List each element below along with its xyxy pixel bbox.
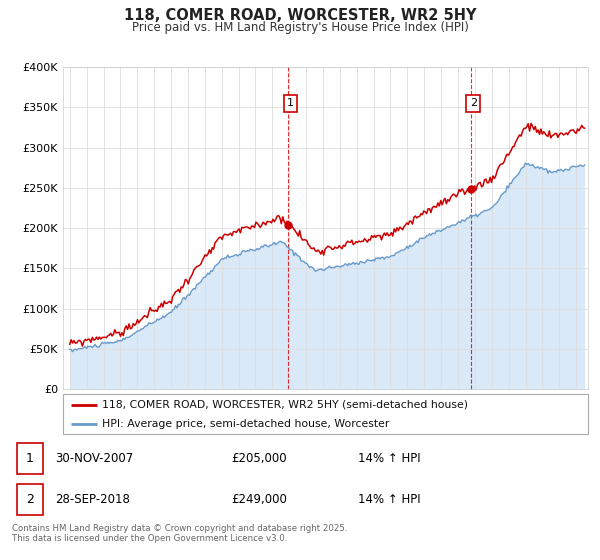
Text: 14% ↑ HPI: 14% ↑ HPI <box>358 493 420 506</box>
Text: 2: 2 <box>26 493 34 506</box>
Text: 28-SEP-2018: 28-SEP-2018 <box>55 493 130 506</box>
Text: HPI: Average price, semi-detached house, Worcester: HPI: Average price, semi-detached house,… <box>103 419 390 429</box>
Text: 1: 1 <box>26 452 34 465</box>
Text: Contains HM Land Registry data © Crown copyright and database right 2025.
This d: Contains HM Land Registry data © Crown c… <box>12 524 347 543</box>
Text: 1: 1 <box>287 99 294 109</box>
FancyBboxPatch shape <box>63 394 588 434</box>
FancyBboxPatch shape <box>17 444 43 474</box>
Text: 30-NOV-2007: 30-NOV-2007 <box>55 452 133 465</box>
Text: £249,000: £249,000 <box>231 493 287 506</box>
Text: £205,000: £205,000 <box>231 452 287 465</box>
Text: 2: 2 <box>470 99 477 109</box>
Text: 118, COMER ROAD, WORCESTER, WR2 5HY: 118, COMER ROAD, WORCESTER, WR2 5HY <box>124 8 476 24</box>
Text: Price paid vs. HM Land Registry's House Price Index (HPI): Price paid vs. HM Land Registry's House … <box>131 21 469 34</box>
Text: 118, COMER ROAD, WORCESTER, WR2 5HY (semi-detached house): 118, COMER ROAD, WORCESTER, WR2 5HY (sem… <box>103 400 469 409</box>
Text: 14% ↑ HPI: 14% ↑ HPI <box>358 452 420 465</box>
FancyBboxPatch shape <box>17 484 43 515</box>
